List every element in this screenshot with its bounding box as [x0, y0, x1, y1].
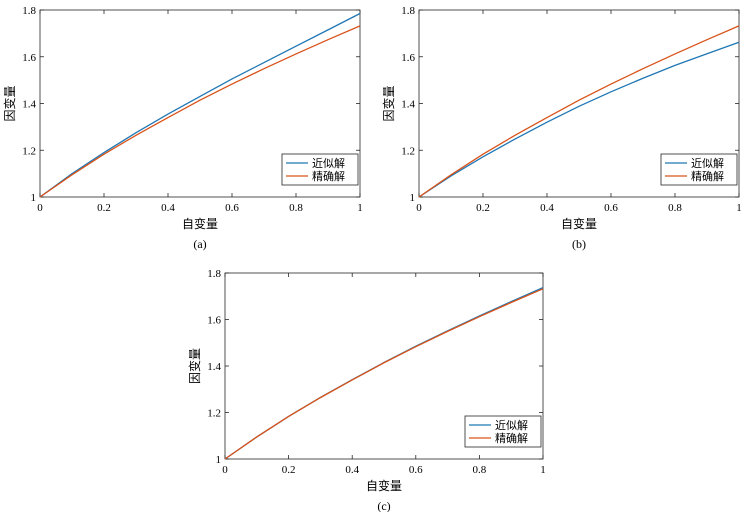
y-tick-label: 1.8	[22, 5, 36, 17]
y-tick-label: 1.4	[401, 99, 415, 111]
legend-box	[660, 153, 738, 186]
legend-label: 近似解	[312, 156, 345, 170]
y-tick-label: 1.6	[22, 52, 36, 64]
x-tick-label: 0.8	[289, 202, 303, 214]
x-axis-label: 自变量	[366, 478, 402, 493]
y-tick-label: 1.8	[207, 268, 221, 280]
y-axis-label: 因变量	[381, 85, 396, 121]
y-axis-label: 因变量	[187, 348, 202, 384]
x-tick-label: 0.4	[161, 202, 175, 214]
x-tick-label: 1	[357, 202, 363, 214]
y-tick-label: 1.2	[207, 408, 221, 420]
x-tick-label: 0.4	[345, 464, 359, 476]
x-tick-label: 0.6	[604, 202, 618, 214]
y-tick-label: 1	[216, 454, 222, 466]
x-tick-label: 0.8	[473, 464, 487, 476]
x-tick-label: 0.2	[476, 202, 490, 214]
x-tick-label: 0.6	[225, 202, 239, 214]
series-line-exact	[39, 25, 361, 198]
legend-label: 精确解	[691, 169, 724, 183]
legend-label: 近似解	[495, 418, 528, 432]
y-tick-label: 1	[31, 192, 37, 204]
x-axis-label: 自变量	[561, 216, 597, 231]
x-tick-label: 0	[37, 202, 43, 214]
panel-caption: (a)	[193, 237, 206, 251]
x-tick-label: 1	[540, 464, 546, 476]
x-tick-label: 0.8	[668, 202, 682, 214]
legend-box	[281, 153, 359, 186]
legend-label: 近似解	[691, 156, 724, 170]
series-line-exact	[418, 25, 740, 198]
y-tick-label: 1.6	[207, 315, 221, 327]
x-tick-label: 0	[416, 202, 422, 214]
y-tick-label: 1.2	[401, 145, 415, 157]
x-tick-label: 0	[222, 464, 228, 476]
y-tick-label: 1	[410, 192, 416, 204]
legend-label: 精确解	[312, 169, 345, 183]
y-tick-label: 1.6	[401, 52, 415, 64]
y-tick-label: 1.4	[22, 99, 36, 111]
y-tick-label: 1.4	[207, 361, 221, 373]
legend-box	[464, 415, 542, 448]
x-tick-label: 0.2	[282, 464, 296, 476]
y-tick-label: 1.2	[22, 145, 36, 157]
x-tick-label: 1	[736, 202, 742, 214]
legend-label: 精确解	[495, 431, 528, 445]
y-tick-label: 1.8	[401, 5, 415, 17]
series-line-exact	[224, 288, 544, 460]
series-line-approx	[418, 41, 740, 198]
x-tick-label: 0.4	[540, 202, 554, 214]
x-tick-label: 0.2	[97, 202, 111, 214]
x-axis-label: 自变量	[182, 216, 218, 231]
x-tick-label: 0.6	[409, 464, 423, 476]
panel-caption: (b)	[572, 237, 586, 251]
y-axis-label: 因变量	[2, 85, 17, 121]
panel-caption: (c)	[377, 499, 390, 512]
series-line-approx	[39, 12, 361, 198]
